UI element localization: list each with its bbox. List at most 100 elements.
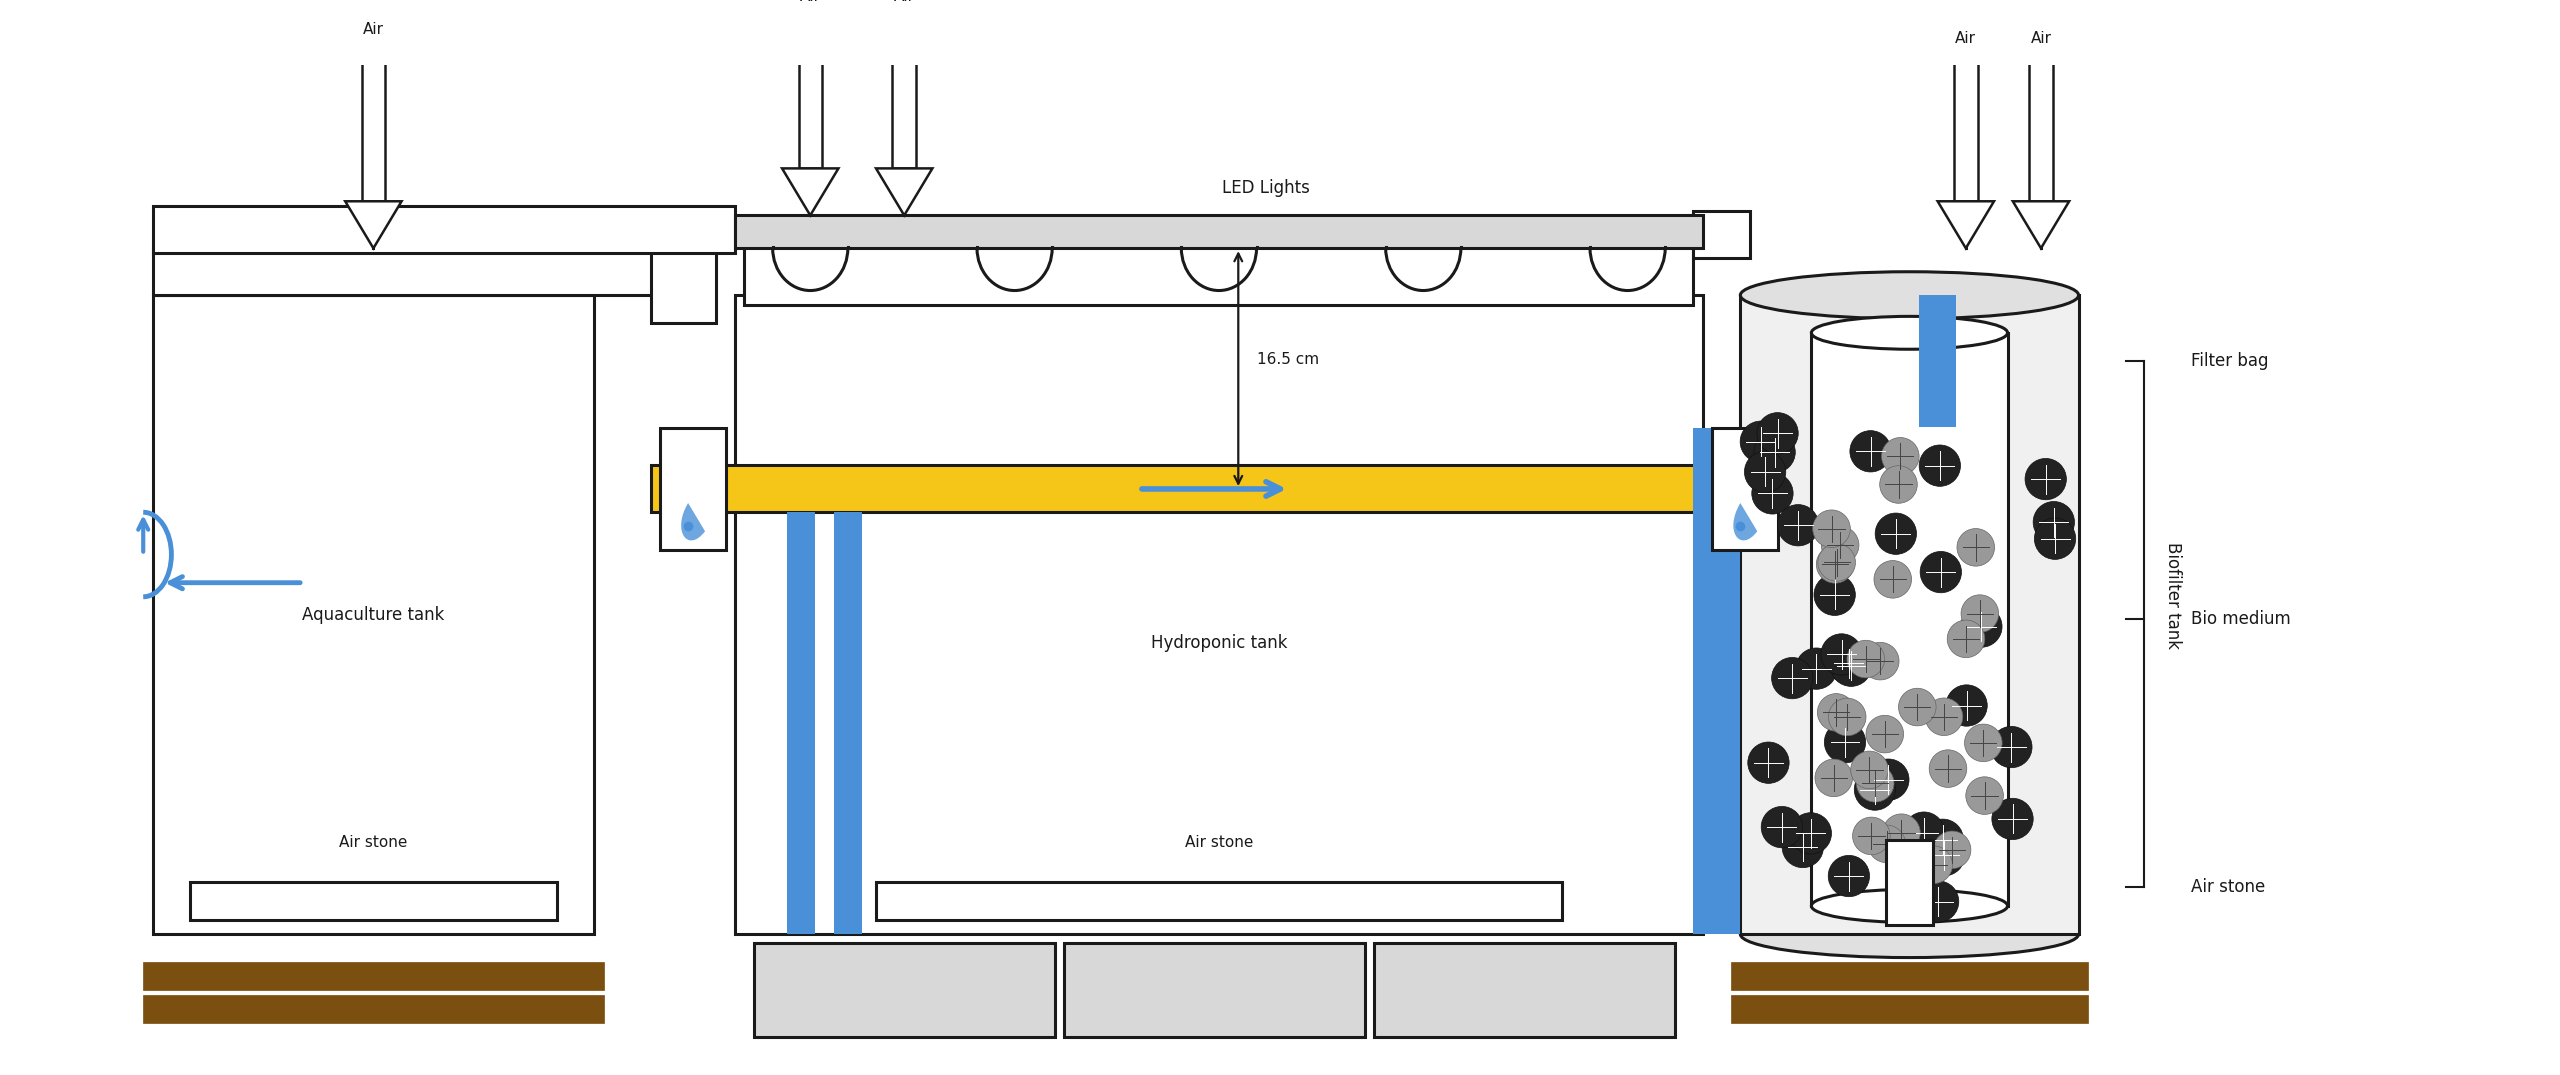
- Circle shape: [2035, 518, 2076, 559]
- Text: Air stone: Air stone: [1185, 834, 1254, 849]
- Circle shape: [1920, 551, 1961, 592]
- Bar: [1731, 995, 2089, 1023]
- Bar: [154, 248, 668, 296]
- Circle shape: [1815, 574, 1856, 616]
- Bar: [1741, 296, 2079, 934]
- Circle shape: [1828, 856, 1869, 897]
- Circle shape: [1772, 658, 1812, 699]
- Circle shape: [1956, 529, 1994, 567]
- Circle shape: [1815, 759, 1853, 797]
- Circle shape: [1741, 421, 1782, 462]
- Circle shape: [1874, 560, 1912, 598]
- Circle shape: [1818, 693, 1856, 731]
- Ellipse shape: [1741, 911, 2079, 958]
- Circle shape: [1917, 880, 1958, 922]
- Polygon shape: [346, 201, 402, 248]
- Bar: [1692, 211, 1748, 258]
- Bar: [835, 513, 863, 934]
- Text: Biofilter tank: Biofilter tank: [2163, 543, 2181, 649]
- Ellipse shape: [1812, 889, 2007, 922]
- Bar: [1375, 944, 1674, 1037]
- Circle shape: [1930, 750, 1966, 787]
- Circle shape: [1818, 544, 1856, 582]
- Circle shape: [1748, 742, 1789, 784]
- Polygon shape: [781, 169, 840, 215]
- Bar: [1953, 60, 1976, 201]
- Text: Hydroponic tank: Hydroponic tank: [1149, 634, 1288, 651]
- Polygon shape: [1938, 201, 1994, 248]
- Circle shape: [2033, 502, 2074, 543]
- Circle shape: [1869, 759, 1910, 801]
- Polygon shape: [876, 169, 932, 215]
- Circle shape: [1782, 827, 1823, 868]
- Circle shape: [1751, 473, 1792, 514]
- Text: Air stone: Air stone: [2191, 878, 2266, 897]
- Circle shape: [1815, 546, 1853, 583]
- Circle shape: [1920, 445, 1961, 486]
- Circle shape: [1846, 641, 1884, 678]
- Bar: [650, 229, 717, 324]
- Circle shape: [1923, 834, 1966, 876]
- Bar: [786, 513, 814, 934]
- Bar: [154, 206, 735, 253]
- Circle shape: [1828, 643, 1869, 684]
- Bar: [1692, 428, 1741, 934]
- Text: Air: Air: [364, 22, 384, 37]
- Circle shape: [1992, 727, 2033, 768]
- Circle shape: [1902, 812, 1946, 854]
- Circle shape: [1946, 685, 1987, 727]
- Circle shape: [1825, 721, 1866, 763]
- Circle shape: [1756, 413, 1797, 454]
- Text: LED Lights: LED Lights: [1221, 178, 1311, 197]
- Circle shape: [1966, 777, 2004, 815]
- Circle shape: [1933, 831, 1971, 869]
- Circle shape: [1961, 594, 1999, 632]
- Circle shape: [1861, 643, 1900, 679]
- Bar: [799, 18, 822, 169]
- Text: Air stone: Air stone: [340, 834, 407, 849]
- Bar: [154, 296, 594, 934]
- Text: Aquaculture tank: Aquaculture tank: [302, 605, 445, 623]
- Circle shape: [1795, 648, 1838, 689]
- Text: Air: Air: [2030, 31, 2051, 46]
- Text: Bio medium: Bio medium: [2191, 611, 2291, 629]
- Bar: [1065, 944, 1364, 1037]
- Bar: [143, 995, 604, 1023]
- Circle shape: [1879, 465, 1917, 503]
- Circle shape: [1812, 510, 1851, 547]
- Circle shape: [1866, 715, 1905, 752]
- Circle shape: [1961, 606, 2002, 647]
- Circle shape: [1948, 620, 1984, 658]
- Circle shape: [1915, 846, 1953, 884]
- Circle shape: [1851, 751, 1889, 789]
- Bar: [735, 215, 1702, 248]
- Bar: [753, 944, 1055, 1037]
- Circle shape: [1743, 452, 1787, 492]
- Circle shape: [1851, 431, 1892, 472]
- Circle shape: [1853, 817, 1889, 855]
- Bar: [1887, 841, 1933, 924]
- PathPatch shape: [1930, 361, 1956, 401]
- Bar: [189, 883, 556, 920]
- Bar: [361, 51, 384, 201]
- Bar: [893, 18, 916, 169]
- Circle shape: [1820, 527, 1859, 564]
- Circle shape: [1761, 806, 1802, 848]
- Bar: [660, 428, 724, 550]
- Bar: [1812, 333, 2007, 906]
- Circle shape: [1882, 438, 1920, 475]
- Circle shape: [1869, 826, 1905, 863]
- Circle shape: [1853, 769, 1894, 811]
- Text: Air: Air: [1956, 31, 1976, 46]
- Bar: [1920, 296, 1956, 427]
- Bar: [735, 296, 1702, 934]
- Circle shape: [1925, 698, 1964, 735]
- Text: Air: Air: [799, 0, 822, 4]
- Bar: [650, 465, 1779, 513]
- Circle shape: [1820, 634, 1861, 675]
- Bar: [1713, 428, 1779, 550]
- Ellipse shape: [1812, 316, 2007, 349]
- Polygon shape: [2012, 201, 2068, 248]
- Text: Air: Air: [893, 0, 914, 4]
- Circle shape: [1882, 814, 1920, 851]
